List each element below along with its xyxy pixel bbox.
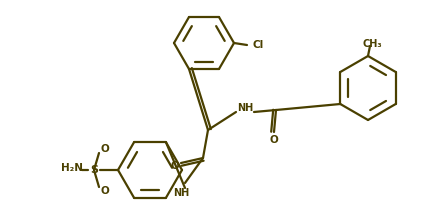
- Text: Cl: Cl: [252, 40, 264, 50]
- Text: O: O: [101, 186, 109, 196]
- Text: O: O: [101, 144, 109, 154]
- Text: H₂N: H₂N: [61, 163, 83, 173]
- Text: O: O: [269, 135, 278, 145]
- Text: O: O: [171, 161, 179, 171]
- Text: S: S: [90, 165, 98, 175]
- Text: NH: NH: [173, 188, 189, 198]
- Text: NH: NH: [237, 103, 253, 113]
- Text: CH₃: CH₃: [362, 39, 382, 49]
